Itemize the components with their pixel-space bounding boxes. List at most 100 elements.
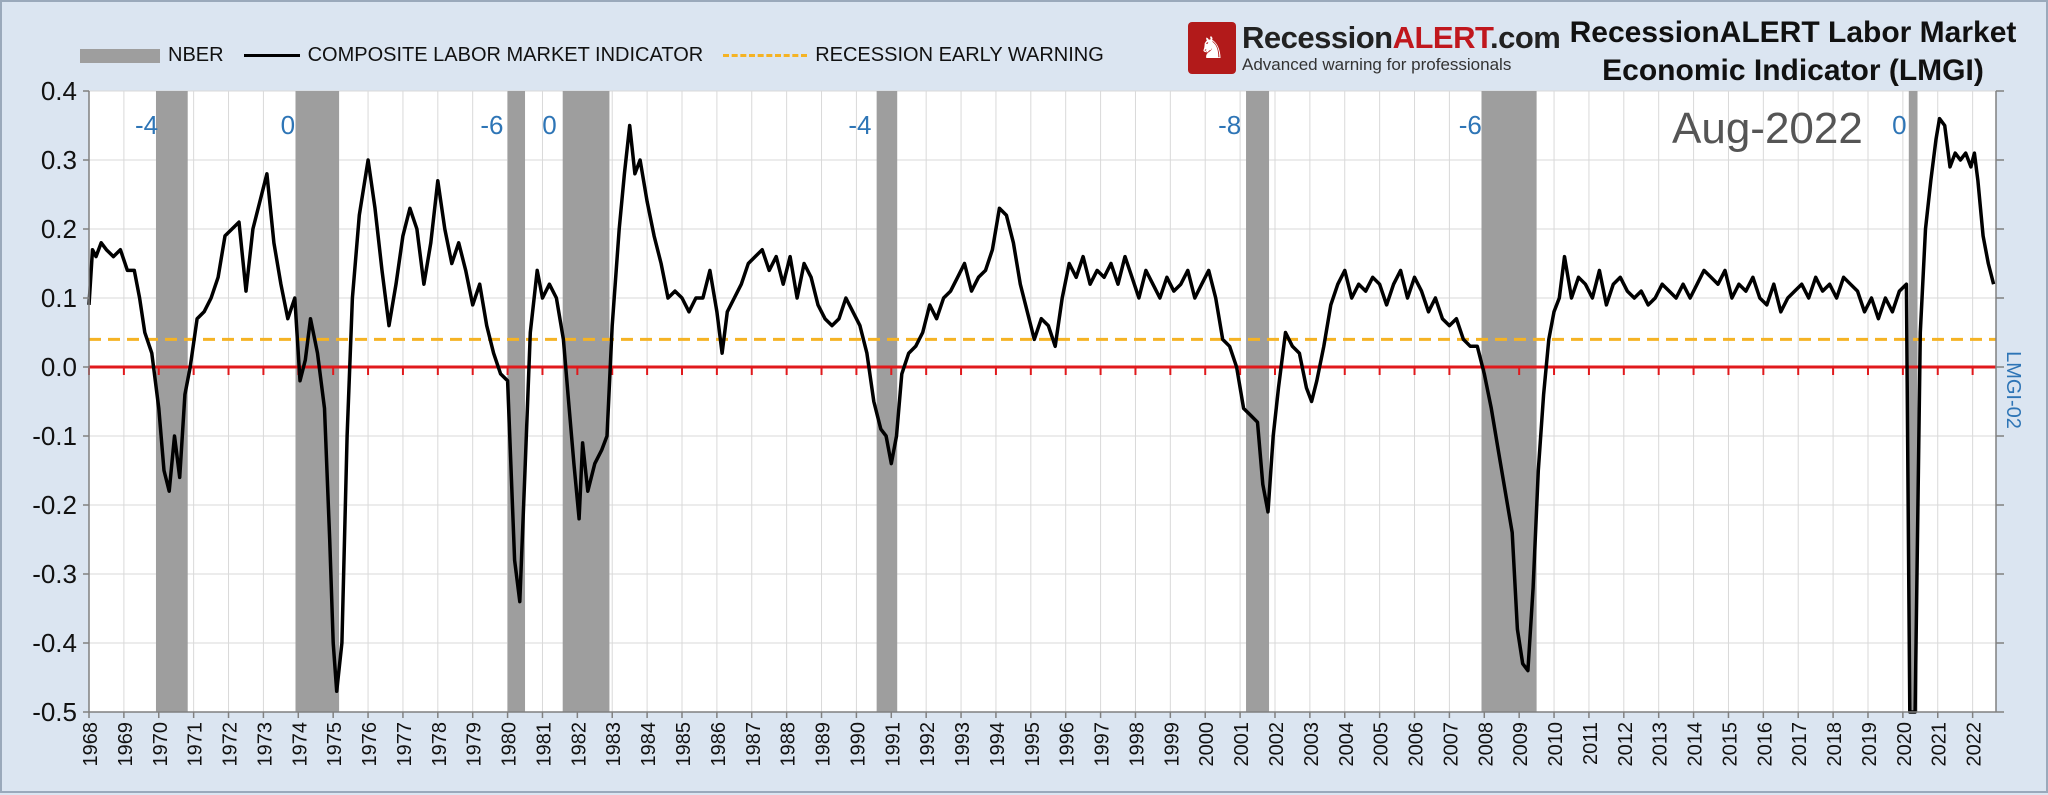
x-tick-label: 2009: [1510, 722, 1532, 767]
legend-label-warning: RECESSION EARLY WARNING: [815, 44, 1104, 66]
x-tick-label: 2016: [1754, 722, 1776, 767]
x-tick-label: 1996: [1057, 722, 1079, 767]
x-tick-label: 2015: [1719, 722, 1741, 767]
x-tick-label: 2007: [1440, 722, 1462, 767]
x-tick-label: 1972: [220, 722, 242, 767]
x-tick-label: 2005: [1371, 722, 1393, 767]
legend-swatch-warning: [723, 54, 808, 57]
logo-brand-prefix: Recession: [1242, 20, 1393, 55]
x-tick-label: 1979: [464, 722, 486, 767]
x-tick-label: 1975: [324, 722, 346, 767]
x-tick-label: 2011: [1580, 722, 1602, 765]
nber-recession-band: [876, 91, 898, 712]
x-tick-label: 1984: [638, 722, 660, 767]
x-tick-label: 1989: [813, 722, 835, 767]
lead-annotation: -6: [1459, 110, 1482, 140]
x-tick-label: 1973: [254, 722, 276, 767]
x-tick-label: 2008: [1475, 722, 1497, 767]
x-tick-label: 1968: [80, 722, 102, 767]
y-tick-label: 0.3: [41, 145, 77, 175]
x-tick-label: 1994: [987, 722, 1009, 767]
y-tick-label: -0.5: [32, 697, 77, 727]
chart-title-line2: Economic Indicator (LMGI): [1602, 53, 1984, 87]
x-tick-label: 1976: [359, 722, 381, 767]
lead-annotation: 0: [1892, 110, 1906, 140]
x-tick-label: 2014: [1685, 722, 1707, 767]
logo-tagline: Advanced warning for professionals: [1242, 55, 1512, 74]
x-tick-label: 1983: [603, 722, 625, 767]
legend-swatch-nber: [80, 48, 160, 63]
lead-annotation: 0: [542, 110, 556, 140]
x-tick-label: 1971: [185, 722, 207, 767]
x-tick-label: 1985: [673, 722, 695, 767]
logo-brand-accent: ALERT: [1392, 20, 1491, 55]
x-tick-label: 1993: [952, 722, 974, 767]
x-tick-label: 2022: [1964, 722, 1986, 767]
x-tick-label: 2000: [1196, 722, 1218, 767]
x-tick-label: 1969: [115, 722, 137, 767]
nber-recession-band: [1246, 91, 1270, 712]
legend-swatch-composite: [243, 54, 300, 57]
lead-annotation: 0: [281, 110, 295, 140]
y-tick-label: 0.2: [41, 214, 77, 244]
x-tick-label: 1982: [568, 722, 590, 767]
x-tick-label: 1970: [150, 722, 172, 767]
legend-label-nber: NBER: [168, 44, 224, 66]
x-tick-label: 2013: [1650, 722, 1672, 767]
x-tick-label: 1977: [394, 722, 416, 767]
y-tick-label: 0.1: [41, 283, 77, 313]
legend-label-composite: COMPOSITE LABOR MARKET INDICATOR: [307, 44, 704, 66]
right-axis-label: LMGI-02: [2002, 351, 2024, 429]
x-tick-label: 1974: [289, 722, 311, 767]
x-tick-label: 1995: [1022, 722, 1044, 767]
chart-title-line1: RecessionALERT Labor Market: [1569, 16, 2017, 49]
x-tick-label: 1980: [499, 722, 521, 767]
plot-area: [89, 91, 1996, 712]
x-tick-label: 1981: [533, 722, 555, 767]
lead-annotation: -4: [848, 110, 871, 140]
x-tick-label: 1978: [429, 722, 451, 767]
x-tick-label: 1999: [1161, 722, 1183, 767]
chess-knight-icon: ♞: [1188, 22, 1236, 74]
chart-title: RecessionALERT Labor Market Economic Ind…: [1558, 14, 2028, 89]
nber-recession-band: [507, 91, 526, 712]
x-tick-label: 2010: [1545, 722, 1567, 767]
x-tick-label: 1987: [743, 722, 765, 767]
y-tick-label: 0.0: [41, 352, 77, 382]
nber-recession-band: [562, 91, 610, 712]
series-line-composite: [87, 116, 1996, 714]
legend: NBER COMPOSITE LABOR MARKET INDICATOR RE…: [80, 44, 1114, 67]
legend-item-nber: NBER: [80, 44, 224, 67]
x-tick-label: 2018: [1824, 722, 1846, 767]
y-tick-label: -0.3: [32, 559, 77, 589]
y-tick-label: 0.4: [41, 76, 77, 106]
x-tick-label: 1988: [778, 722, 800, 767]
y-tick-label: -0.4: [32, 628, 77, 658]
x-tick-label: 1990: [847, 722, 869, 767]
x-tick-label: 2002: [1266, 722, 1288, 767]
x-tick-label: 2004: [1336, 722, 1358, 767]
x-tick-label: 2021: [1929, 722, 1951, 767]
nber-recession-band: [1908, 91, 1918, 712]
lead-annotation: -6: [480, 110, 503, 140]
lead-annotation: -8: [1218, 110, 1241, 140]
logo-brand: RecessionALERT.com: [1242, 20, 1561, 55]
y-tick-label: -0.2: [32, 490, 77, 520]
logo-brand-suffix: .com: [1489, 20, 1561, 55]
legend-item-composite: COMPOSITE LABOR MARKET INDICATOR: [243, 44, 704, 67]
y-tick-label: -0.1: [32, 421, 77, 451]
x-tick-label: 2001: [1231, 722, 1253, 767]
x-tick-label: 2006: [1406, 722, 1428, 767]
x-tick-label: 1992: [917, 722, 939, 767]
lead-annotation: -4: [135, 110, 158, 140]
x-tick-label: 2017: [1789, 722, 1811, 767]
x-tick-label: 2003: [1301, 722, 1323, 767]
x-tick-label: 1997: [1092, 722, 1114, 767]
x-tick-label: 2019: [1859, 722, 1881, 767]
x-tick-label: 2020: [1894, 722, 1916, 767]
x-tick-label: 1998: [1126, 722, 1148, 767]
x-tick-label: 1986: [708, 722, 730, 767]
x-tick-label: 1991: [882, 722, 904, 767]
